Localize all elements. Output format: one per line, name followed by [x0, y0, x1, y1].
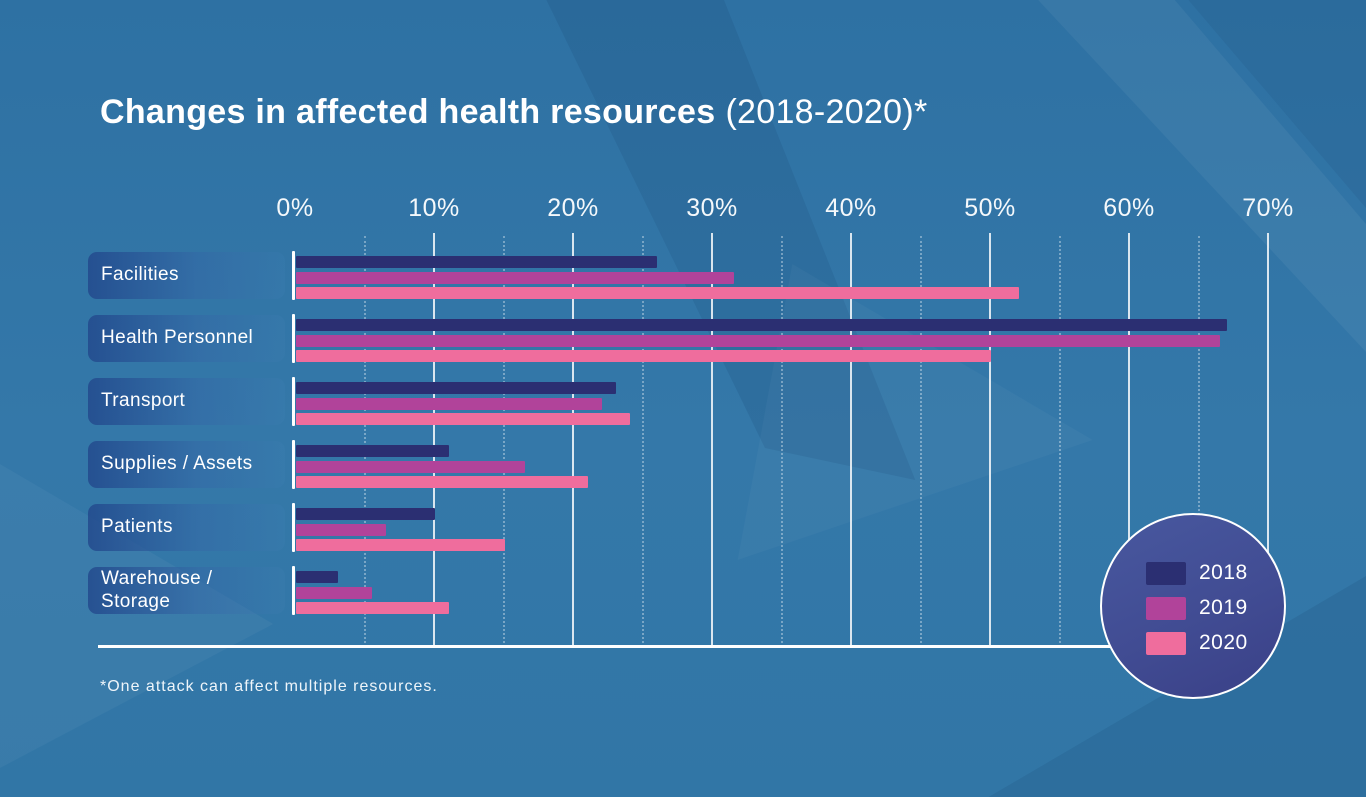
bar-facilities-2018	[296, 256, 658, 268]
gridline-minor-15	[502, 236, 505, 647]
legend-circle: 2018 2019 2020	[1100, 513, 1286, 699]
x-tick-label-30: 30%	[686, 194, 738, 222]
bar-facilities-2019	[296, 271, 734, 284]
legend-item-2019: 2019	[1146, 596, 1284, 620]
legend-swatch-2020	[1146, 631, 1186, 655]
category-label-health-personnel: Health Personnel	[88, 315, 285, 362]
bar-supplies-assets-2020	[296, 476, 588, 488]
x-tick-label-40: 40%	[825, 194, 877, 222]
bar-supplies-assets-2019	[296, 460, 526, 473]
bar-warehouse-storage-2019	[296, 586, 373, 599]
category-label-facilities: Facilities	[88, 252, 285, 299]
gridline-20	[572, 233, 574, 647]
bar-patients-2020	[296, 539, 505, 551]
legend-swatch-2019	[1146, 596, 1186, 620]
gridline-minor-65	[1197, 236, 1200, 647]
zero-axis-segment-health-personnel	[292, 314, 295, 363]
bar-facilities-2020	[296, 287, 1019, 299]
bar-health-personnel-2018	[296, 319, 1228, 331]
bar-health-personnel-2020	[296, 350, 991, 362]
x-tick-label-0: 0%	[276, 194, 314, 222]
zero-axis-segment-facilities	[292, 251, 295, 300]
chart-title: Changes in affected health resources (201…	[100, 92, 928, 133]
zero-axis-segment-supplies-assets	[292, 440, 295, 489]
category-label-warehouse-storage: Warehouse / Storage	[88, 567, 285, 614]
gridline-minor-35	[780, 236, 783, 647]
legend-label-2020: 2020	[1199, 631, 1248, 654]
gridline-30	[711, 233, 713, 647]
x-tick-label-70: 70%	[1242, 194, 1294, 222]
legend-label-2018: 2018	[1199, 561, 1248, 584]
bar-warehouse-storage-2018	[296, 571, 338, 583]
bar-warehouse-storage-2020	[296, 602, 449, 614]
bar-patients-2019	[296, 523, 387, 536]
legend-swatch-2018	[1146, 561, 1186, 585]
bar-transport-2019	[296, 397, 602, 410]
bar-health-personnel-2019	[296, 334, 1221, 347]
x-tick-label-50: 50%	[964, 194, 1016, 222]
gridline-40	[850, 233, 852, 647]
category-label-supplies-assets: Supplies / Assets	[88, 441, 285, 488]
bar-patients-2018	[296, 508, 435, 520]
legend-item-2020: 2020	[1146, 631, 1284, 655]
gridline-70	[1267, 233, 1269, 647]
category-label-patients: Patients	[88, 504, 285, 551]
gridline-50	[989, 233, 991, 647]
bar-transport-2020	[296, 413, 630, 425]
zero-axis-segment-transport	[292, 377, 295, 426]
chart-title-main: Changes in affected health resources	[100, 93, 716, 131]
bar-transport-2018	[296, 382, 616, 394]
category-label-transport: Transport	[88, 378, 285, 425]
gridline-10	[433, 233, 435, 647]
gridline-minor-45	[919, 236, 922, 647]
footnote: *One attack can affect multiple resource…	[100, 678, 438, 695]
x-tick-label-20: 20%	[547, 194, 599, 222]
x-tick-label-60: 60%	[1103, 194, 1155, 222]
zero-axis-segment-warehouse-storage	[292, 566, 295, 615]
gridline-minor-55	[1058, 236, 1061, 647]
x-axis-baseline	[98, 645, 1268, 648]
bottom-border-line	[0, 797, 1366, 800]
legend-item-2018: 2018	[1146, 561, 1284, 585]
bar-supplies-assets-2018	[296, 445, 449, 457]
gridline-minor-5	[363, 236, 366, 647]
legend-label-2019: 2019	[1199, 596, 1248, 619]
gridline-60	[1128, 233, 1130, 647]
zero-axis-segment-patients	[292, 503, 295, 552]
x-tick-label-10: 10%	[408, 194, 460, 222]
chart-title-suffix: (2018-2020)*	[725, 93, 928, 131]
gridline-minor-25	[641, 236, 644, 647]
